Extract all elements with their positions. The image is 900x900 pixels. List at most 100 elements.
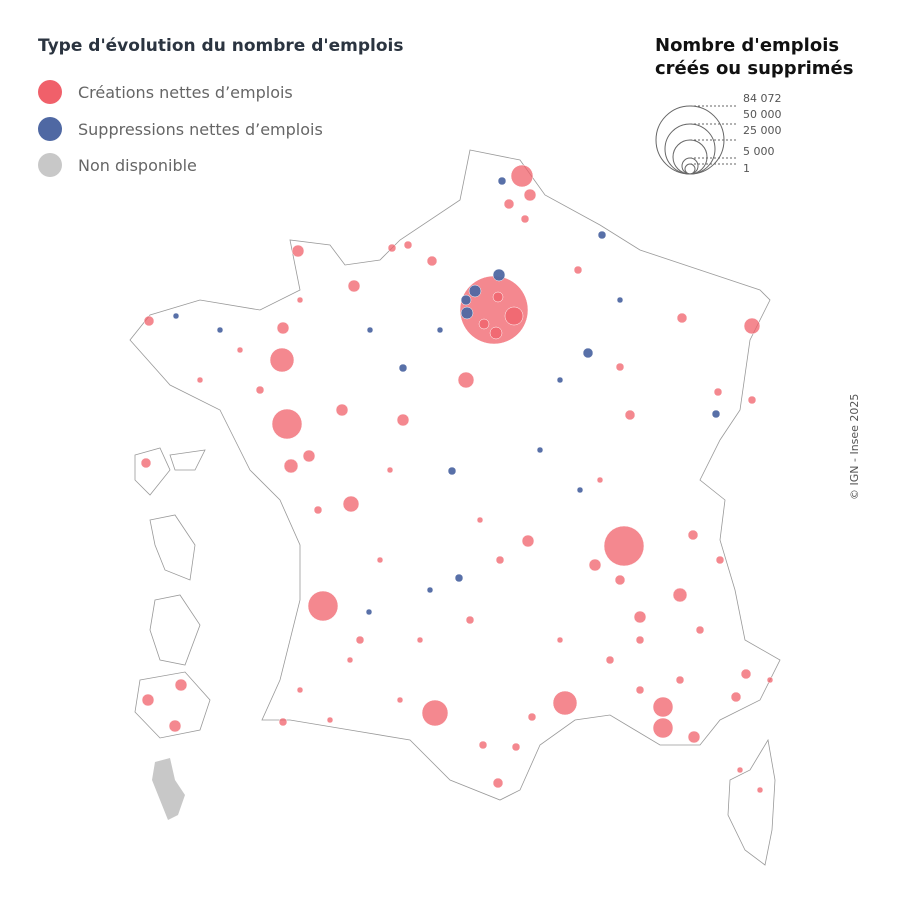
job-creation-bubble — [510, 164, 534, 188]
job-creation-bubble — [278, 717, 288, 727]
job-creation-bubble — [478, 740, 488, 750]
job-creation-bubble — [291, 244, 305, 258]
job-creation-bubble — [756, 786, 764, 794]
job-loss-bubble — [398, 363, 408, 373]
reunion-outline — [134, 671, 211, 739]
size-legend-circles — [655, 105, 738, 175]
legend-label: Suppressions nettes d’emplois — [78, 119, 323, 139]
job-creation-bubble — [624, 409, 636, 421]
job-creation-bubble — [457, 371, 475, 389]
job-loss-bubble — [711, 409, 721, 419]
job-creation-bubble — [552, 690, 578, 716]
mayotte-outline — [152, 758, 185, 820]
size-legend-circle — [664, 123, 716, 175]
metropolitan-france-outline — [129, 149, 781, 801]
job-creation-bubble — [503, 198, 515, 210]
job-loss-bubble — [366, 326, 374, 334]
job-creation-bubble — [633, 610, 647, 624]
job-creation-bubble — [740, 668, 752, 680]
size-label-25000: 25 000 — [743, 124, 782, 137]
job-loss-bubble — [436, 326, 444, 334]
job-creation-bubble — [489, 326, 503, 340]
job-loss-bubble — [582, 347, 594, 359]
job-creation-bubble — [271, 408, 303, 440]
job-creation-bubble — [355, 635, 365, 645]
job-creation-bubble — [520, 214, 530, 224]
job-creation-bubble — [766, 676, 774, 684]
job-loss-bubble — [454, 573, 464, 583]
job-creation-bubble — [511, 742, 521, 752]
job-creation-bubble — [652, 696, 674, 718]
job-creation-bubble — [573, 265, 583, 275]
job-creation-bubble — [403, 240, 413, 250]
job-creation-bubble — [276, 321, 290, 335]
job-creation-bubble — [695, 625, 705, 635]
job-creation-bubble — [255, 385, 265, 395]
job-creation-bubble — [588, 558, 602, 572]
job-creation-bubble — [302, 449, 316, 463]
job-creation-bubble — [596, 476, 604, 484]
grey-dot-icon — [38, 153, 62, 177]
job-creation-bubble — [346, 656, 354, 664]
job-creation-bubble — [465, 615, 475, 625]
size-label-1: 1 — [743, 162, 750, 175]
blue-dot-icon — [38, 117, 62, 141]
size-legend-title-line2: créés ou supprimés — [655, 58, 854, 79]
job-creation-bubble — [713, 387, 723, 397]
red-dot-icon — [38, 80, 62, 104]
job-creation-bubble — [523, 188, 537, 202]
job-creation-bubble — [269, 347, 295, 373]
job-creation-bubble — [635, 635, 645, 645]
job-creation-bubble — [603, 525, 645, 567]
legend-item-creations: Créations nettes d’emplois — [38, 80, 293, 104]
job-loss-bubble — [460, 306, 474, 320]
job-creation-bubble — [652, 717, 674, 739]
job-creation-bubble — [476, 516, 484, 524]
job-loss-bubble — [576, 486, 584, 494]
size-label-84072: 84 072 — [743, 92, 782, 105]
legend-label: Non disponible — [78, 155, 197, 175]
job-loss-bubble — [216, 326, 224, 334]
job-creation-bubble — [495, 555, 505, 565]
job-creation-bubble — [396, 696, 404, 704]
job-creation-bubble — [675, 675, 685, 685]
job-creation-bubble — [521, 534, 535, 548]
job-creation-bubble — [687, 730, 701, 744]
size-legend-circle — [672, 139, 708, 175]
legend-label: Créations nettes d’emplois — [78, 82, 293, 102]
size-label-5000: 5 000 — [743, 145, 775, 158]
job-creation-bubble — [196, 376, 204, 384]
job-creation-bubble — [672, 587, 688, 603]
job-creation-bubble — [743, 317, 761, 335]
job-creation-bubble — [715, 555, 725, 565]
job-creation-bubble — [168, 719, 182, 733]
job-loss-bubble — [426, 586, 434, 594]
job-creation-bubble — [504, 306, 524, 326]
size-label-50000: 50 000 — [743, 108, 782, 121]
legend-type-title: Type d'évolution du nombre d'emplois — [38, 36, 404, 56]
job-creation-bubble — [605, 655, 615, 665]
job-creation-bubble — [478, 318, 490, 330]
job-creation-bubble — [736, 766, 744, 774]
job-creation-bubble — [143, 315, 155, 327]
job-creation-bubble — [376, 556, 384, 564]
job-loss-bubble — [597, 230, 607, 240]
job-creation-bubble — [335, 403, 349, 417]
corsica-outline — [727, 738, 776, 866]
job-creation-bubble — [313, 505, 323, 515]
size-legend-circle — [684, 163, 696, 175]
job-loss-bubble — [460, 294, 472, 306]
job-creation-bubble — [141, 693, 155, 707]
job-creation-bubble — [296, 686, 304, 694]
size-legend-title: Nombre d'emplois créés ou supprimés — [655, 34, 853, 80]
job-loss-bubble — [447, 466, 457, 476]
legend-item-non-disponible: Non disponible — [38, 153, 197, 177]
job-creation-bubble — [342, 495, 360, 513]
job-creation-bubble — [687, 529, 699, 541]
martinique-outline — [149, 514, 196, 581]
job-loss-bubble — [365, 608, 373, 616]
job-creation-bubble — [492, 777, 504, 789]
job-loss-bubble — [616, 296, 624, 304]
job-creation-bubble — [421, 699, 449, 727]
